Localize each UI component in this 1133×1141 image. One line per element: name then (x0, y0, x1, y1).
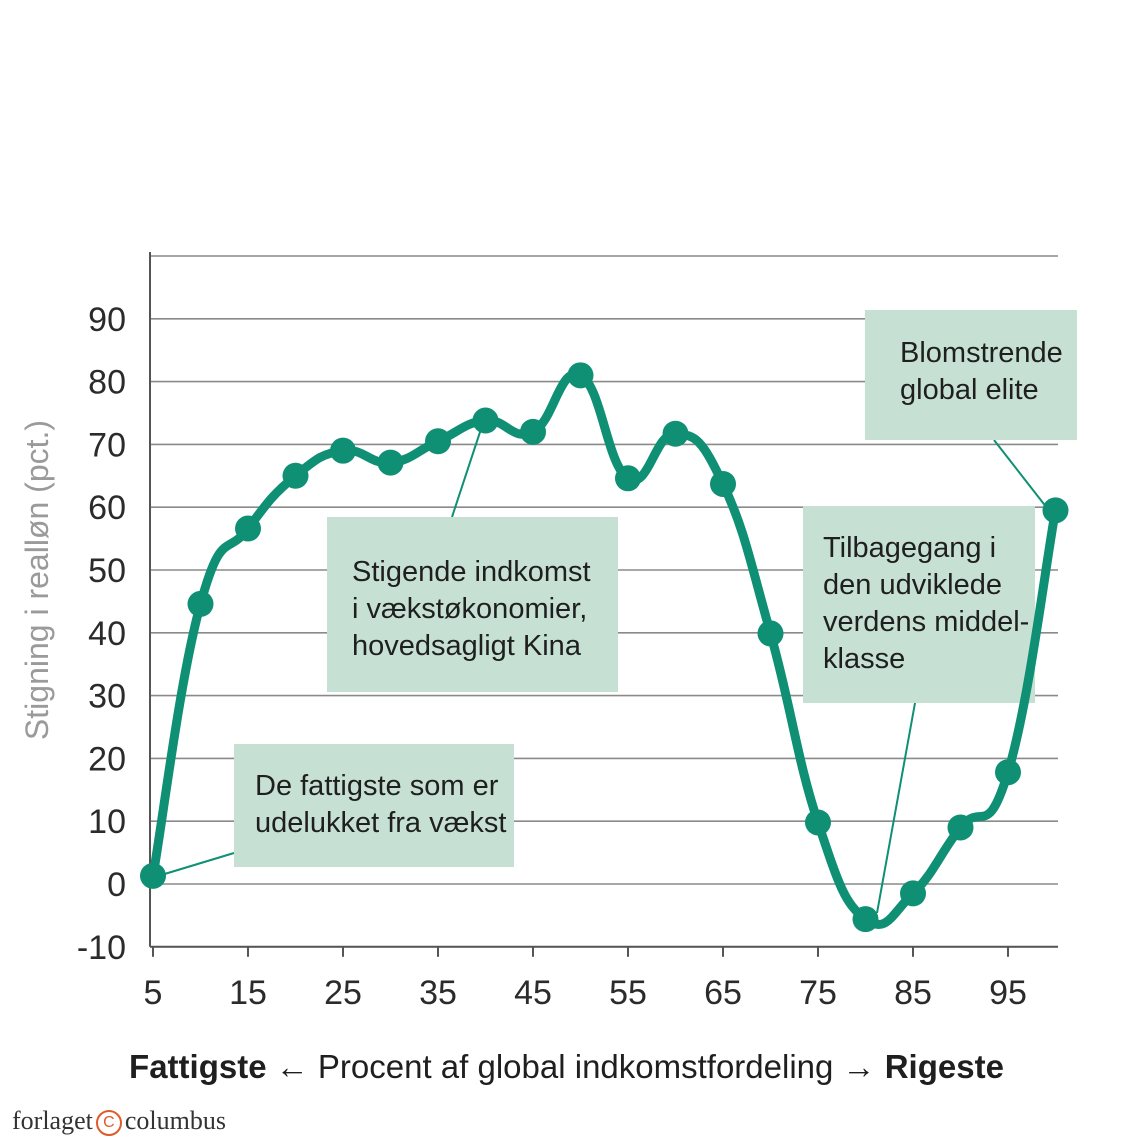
y-tick-label: 90 (88, 301, 126, 339)
data-point (995, 759, 1021, 786)
data-point (947, 814, 974, 841)
x-tick-label: 5 (144, 974, 163, 1012)
y-tick-labels: -10 0 10 20 30 40 50 60 70 80 90 (77, 301, 126, 967)
x-tick-label: 35 (419, 974, 457, 1012)
x-tick-label: 55 (609, 974, 647, 1012)
y-tick-label: 70 (88, 426, 126, 464)
data-point (140, 862, 166, 889)
data-point (282, 462, 309, 489)
annotation-china: Stigende indkomst i vækstøkonomier, hoveds… (327, 425, 618, 692)
data-point (520, 418, 546, 445)
annotation-leader-line (993, 439, 1048, 509)
data-point (330, 437, 356, 464)
x-axis-title: Procent af global indkomstfordeling (317, 1048, 834, 1085)
data-point (425, 428, 451, 455)
y-tick-label: 30 (88, 678, 126, 716)
annotation-text-line: den udviklede (823, 569, 1002, 601)
richest-label: Rigeste (884, 1048, 1004, 1085)
y-tick-label: 0 (107, 866, 126, 904)
data-point (900, 880, 926, 907)
data-point (615, 465, 641, 492)
annotation-text-line: De fattigste som er (255, 770, 499, 802)
x-tick-label: 15 (229, 974, 267, 1012)
x-axis-caption: Fattigste ← Procent af global indkomstfo… (0, 1048, 1133, 1086)
annotation-leader-line (157, 852, 235, 877)
annotation-decline: Tilbagegang i den udviklede verdens middel… (803, 506, 1035, 914)
y-tick-label: 80 (88, 364, 126, 402)
data-point (1042, 497, 1069, 524)
brand-right: columbus (124, 1106, 226, 1135)
annotations: Blomstrende global elite Stigende indkomst… (157, 310, 1077, 914)
annotation-text-line: global elite (900, 374, 1039, 406)
annotation-box (803, 506, 1035, 703)
annotation-text-line: Tilbagegang i (823, 532, 996, 564)
data-points (140, 362, 1069, 933)
annotation-text-line: i vækstøkonomier, (352, 593, 587, 625)
annotation-leader-line (876, 702, 916, 914)
data-point (662, 420, 689, 447)
data-point (710, 470, 736, 497)
annotation-box (327, 517, 618, 692)
annotation-poorest: De fattigste som er udelukket fra vækst (157, 744, 514, 877)
x-tick-label: 65 (704, 974, 742, 1012)
y-tick-label: 40 (88, 615, 126, 653)
left-arrow-icon: ← (275, 1048, 309, 1085)
axes (149, 252, 1058, 957)
brand-left: forlaget (12, 1106, 93, 1135)
annotation-elite: Blomstrende global elite (865, 310, 1077, 509)
y-tick-label: 20 (88, 740, 126, 778)
data-point (187, 590, 214, 617)
data-point (757, 620, 784, 647)
annotation-text-line: hovedsagligt Kina (352, 630, 582, 662)
annotation-box (865, 310, 1077, 440)
data-point (567, 362, 594, 389)
brand-mark-icon: C (95, 1110, 122, 1136)
annotation-text-line: klasse (823, 643, 905, 675)
data-point (235, 515, 261, 542)
annotation-text-line: verdens middel- (823, 606, 1029, 638)
data-point (805, 809, 831, 836)
data-point (377, 449, 404, 476)
y-axis-label: Stigning i realløn (pct.) (19, 420, 55, 740)
income-growth-chart: -10 0 10 20 30 40 50 60 70 80 90 5 15 25 35 45 55 65 75 85… (19, 252, 1077, 1012)
x-tick-label: 95 (989, 974, 1027, 1012)
y-tick-label: 50 (88, 552, 126, 590)
annotation-text-line: udelukket fra vækst (255, 807, 506, 839)
annotation-leader-line (451, 425, 483, 518)
x-tick-label: 85 (894, 974, 932, 1012)
annotation-text-line: Blomstrende (900, 337, 1063, 369)
y-tick-label: -10 (77, 929, 126, 967)
right-arrow-icon: → (842, 1048, 876, 1085)
x-tick-labels: 5 15 25 35 45 55 65 75 85 95 (144, 974, 1027, 1012)
annotation-box (234, 744, 514, 867)
data-point (472, 407, 499, 434)
y-tick-label: 10 (88, 803, 126, 841)
x-tick-label: 75 (799, 974, 837, 1012)
x-tick-label: 45 (514, 974, 552, 1012)
data-point (852, 906, 879, 933)
poorest-label: Fattigste (129, 1048, 267, 1085)
y-tick-label: 60 (88, 489, 126, 527)
x-tick-label: 25 (324, 974, 362, 1012)
annotation-text-line: Stigende indkomst (352, 556, 591, 588)
